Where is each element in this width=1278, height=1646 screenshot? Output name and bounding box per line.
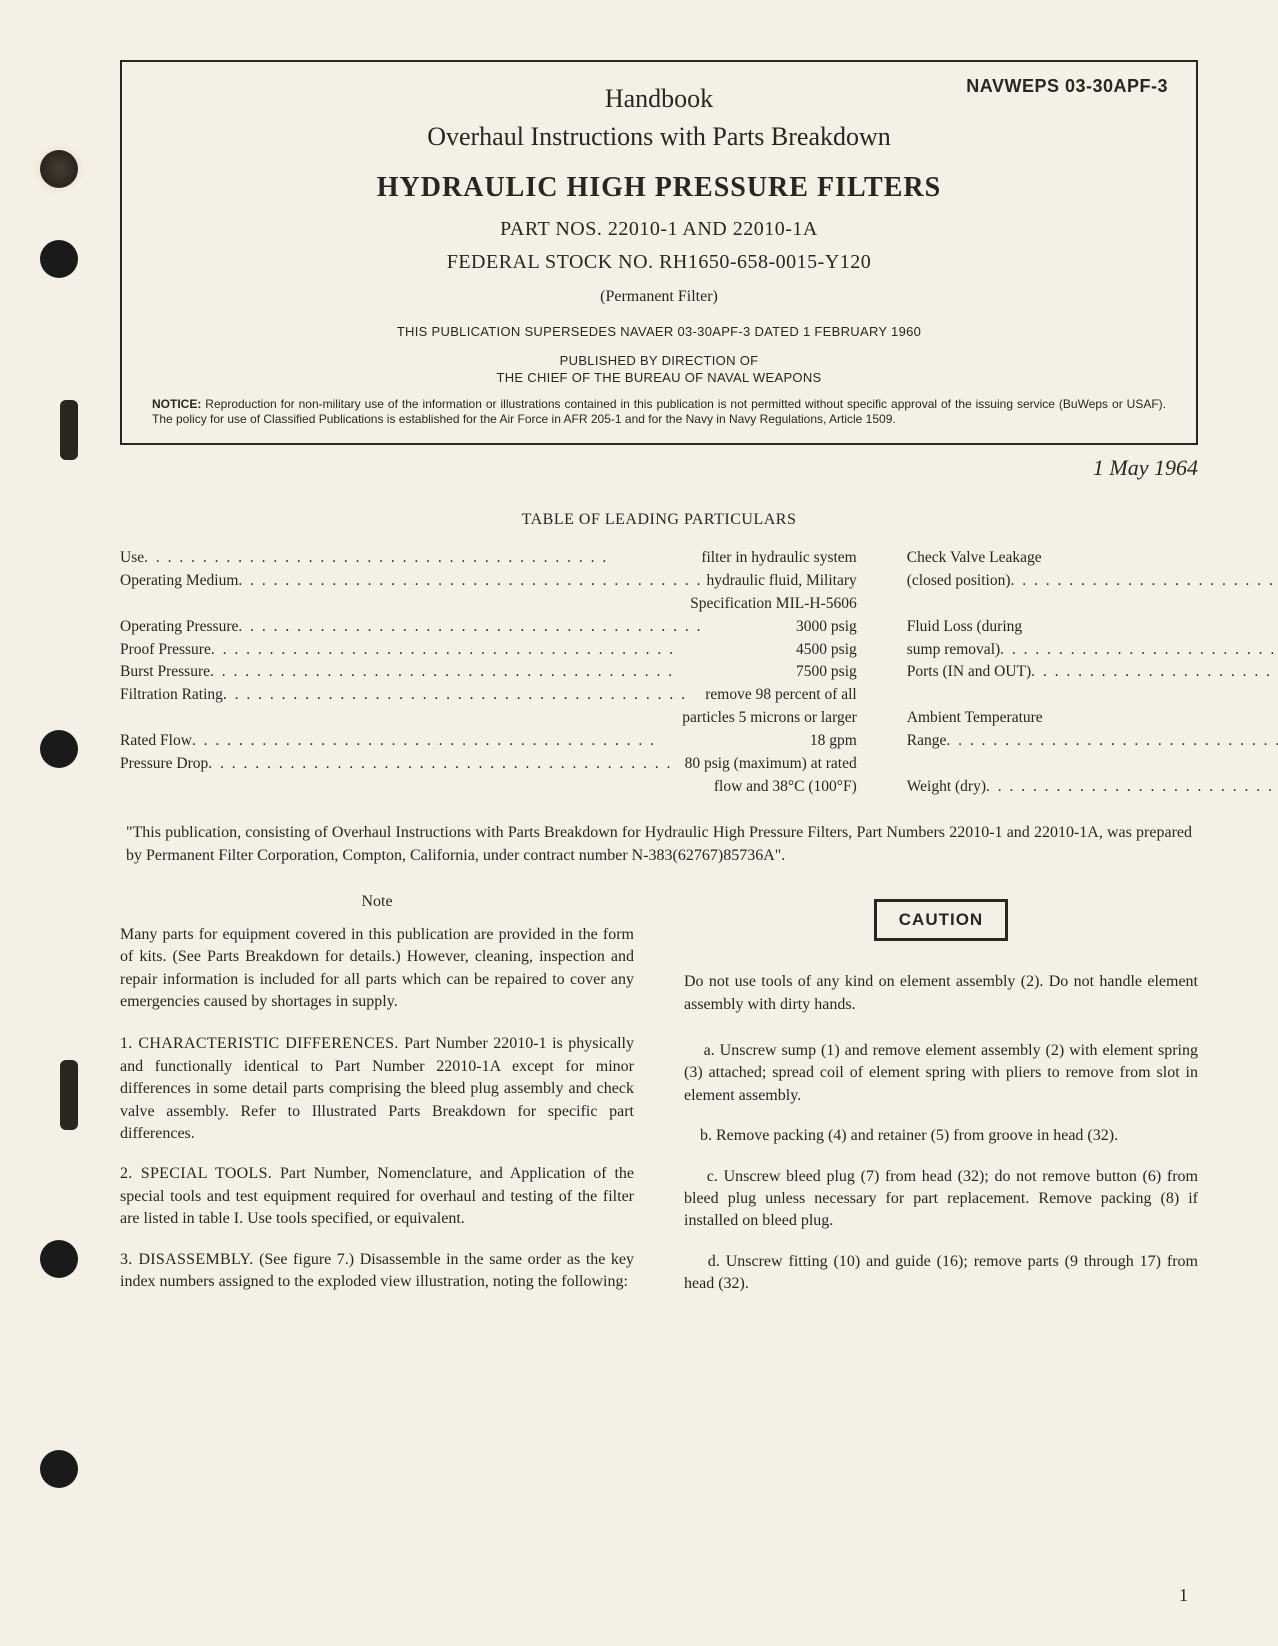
leading-particulars: Usefilter in hydraulic systemOperating M… bbox=[120, 547, 1198, 799]
particular-row: Ports (IN and OUT)per AND10050-10 for bbox=[907, 661, 1278, 684]
particular-row: Usefilter in hydraulic system bbox=[120, 547, 857, 570]
right-column: CAUTION Do not use tools of any kind on … bbox=[684, 891, 1198, 1313]
caution-box: CAUTION bbox=[874, 899, 1008, 941]
left-column: Note Many parts for equipment covered in… bbox=[120, 891, 634, 1313]
particular-continuation: particles 5 microns or larger bbox=[120, 707, 857, 730]
caution-wrap: CAUTION bbox=[684, 899, 1198, 941]
punch-hole bbox=[40, 730, 78, 768]
particular-continuation: Specification MIL-H-5606 bbox=[120, 593, 857, 616]
caution-body: Do not use tools of any kind on element … bbox=[684, 971, 1198, 1016]
particular-row: Weight (dry)3.7 pounds bbox=[907, 776, 1278, 799]
particular-continuation: +121°C (+250°F) bbox=[907, 753, 1278, 776]
particular-key: Ambient Temperature bbox=[907, 707, 1278, 730]
particular-row: Proof Pressure4500 psig bbox=[120, 639, 857, 662]
title-box: NAVWEPS 03-30APF-3 Handbook Overhaul Ins… bbox=[120, 60, 1198, 445]
particular-row: Operating Pressure3000 psig bbox=[120, 616, 857, 639]
particular-key: Fluid Loss (during bbox=[907, 616, 1278, 639]
subtitle: Overhaul Instructions with Parts Breakdo… bbox=[152, 122, 1166, 152]
step-paragraph: b. Remove packing (4) and retainer (5) f… bbox=[684, 1125, 1198, 1147]
notice-text: Reproduction for non-military use of the… bbox=[152, 397, 1166, 426]
particular-row: sump removal)5 cc (maximum) bbox=[907, 639, 1278, 662]
main-title: HYDRAULIC HIGH PRESSURE FILTERS bbox=[152, 172, 1166, 204]
particular-continuation: 5/8-inch tube bbox=[907, 684, 1278, 707]
particular-key: Check Valve Leakage bbox=[907, 547, 1278, 570]
particular-row: Range-54°C (-65°F) to bbox=[907, 730, 1278, 753]
step-paragraph: a. Unscrew sump (1) and remove element a… bbox=[684, 1040, 1198, 1107]
step-paragraph: c. Unscrew bleed plug (7) from head (32)… bbox=[684, 1166, 1198, 1233]
supersedes-line: THIS PUBLICATION SUPERSEDES NAVAER 03-30… bbox=[152, 324, 1166, 339]
notice-label: NOTICE: bbox=[152, 397, 201, 411]
body-columns: Note Many parts for equipment covered in… bbox=[120, 891, 1198, 1313]
document-id: NAVWEPS 03-30APF-3 bbox=[966, 76, 1168, 97]
note-body: Many parts for equipment covered in this… bbox=[120, 924, 634, 1014]
particular-row: Rated Flow18 gpm bbox=[120, 730, 857, 753]
particulars-left-column: Usefilter in hydraulic systemOperating M… bbox=[120, 547, 857, 799]
note-header: Note bbox=[120, 891, 634, 913]
particular-row: (closed position)zero with 40 psig back bbox=[907, 570, 1278, 593]
permanent-filter-label: (Permanent Filter) bbox=[152, 288, 1166, 306]
particular-continuation: pressure bbox=[907, 593, 1278, 616]
particular-row: Burst Pressure7500 psig bbox=[120, 661, 857, 684]
punch-hole bbox=[40, 1450, 78, 1488]
particular-row: Filtration Ratingremove 98 percent of al… bbox=[120, 684, 857, 707]
particulars-right-column: Check Valve Leakage(closed position)zero… bbox=[907, 547, 1278, 799]
body-paragraph: 2. SPECIAL TOOLS. Part Number, Nomenclat… bbox=[120, 1163, 634, 1230]
body-paragraph: 1. CHARACTERISTIC DIFFERENCES. Part Numb… bbox=[120, 1033, 634, 1145]
part-numbers: PART NOS. 22010-1 AND 22010-1A bbox=[152, 218, 1166, 241]
federal-stock-number: FEDERAL STOCK NO. RH1650-658-0015-Y120 bbox=[152, 251, 1166, 274]
preparation-statement: "This publication, consisting of Overhau… bbox=[120, 821, 1198, 867]
punch-hole bbox=[40, 150, 78, 188]
page-number: 1 bbox=[1179, 1585, 1188, 1606]
table-title: TABLE OF LEADING PARTICULARS bbox=[120, 511, 1198, 529]
particular-continuation: flow and 38°C (100°F) bbox=[120, 776, 857, 799]
particular-row: Operating Mediumhydraulic fluid, Militar… bbox=[120, 570, 857, 593]
published-by-line2: THE CHIEF OF THE BUREAU OF NAVAL WEAPONS bbox=[496, 370, 821, 385]
punch-hole bbox=[40, 240, 78, 278]
published-by: PUBLISHED BY DIRECTION OF THE CHIEF OF T… bbox=[152, 353, 1166, 387]
punch-hole bbox=[40, 1240, 78, 1278]
step-paragraph: d. Unscrew fitting (10) and guide (16); … bbox=[684, 1251, 1198, 1296]
body-paragraph: 3. DISASSEMBLY. (See figure 7.) Disassem… bbox=[120, 1249, 634, 1294]
published-by-line1: PUBLISHED BY DIRECTION OF bbox=[560, 353, 759, 368]
notice: NOTICE: Reproduction for non-military us… bbox=[152, 397, 1166, 427]
particular-row: Pressure Drop80 psig (maximum) at rated bbox=[120, 753, 857, 776]
binding-mark bbox=[60, 1060, 78, 1130]
publication-date: 1 May 1964 bbox=[120, 455, 1198, 481]
binding-mark bbox=[60, 400, 78, 460]
